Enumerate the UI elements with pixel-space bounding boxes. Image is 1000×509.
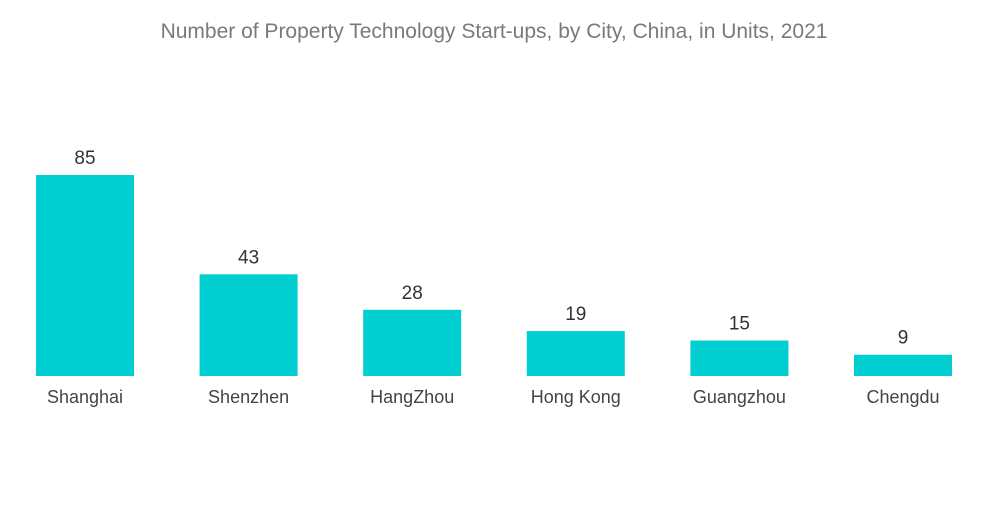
bar-hong-kong [526,331,625,376]
bar-guangzhou [690,340,789,376]
value-label-guangzhou: 15 [729,314,750,335]
bar-chengdu [854,354,952,376]
bar-hangzhou [363,309,462,376]
value-labels-layer: 85 43 28 19 15 9 [74,148,908,349]
category-label-guangzhou: Guangzhou [693,387,786,407]
value-label-chengdu: 9 [898,328,909,349]
value-label-hong-kong: 19 [565,304,586,325]
category-label-shanghai: Shanghai [47,387,123,407]
bar-shenzhen [199,274,298,376]
category-label-chengdu: Chengdu [866,387,939,407]
value-label-hangzhou: 28 [402,283,423,304]
bar-shanghai [36,175,134,376]
category-label-shenzhen: Shenzhen [208,387,289,407]
chart-title: Number of Property Technology Start-ups,… [161,20,828,43]
bars-layer [36,175,952,376]
category-label-hong-kong: Hong Kong [531,387,621,407]
value-label-shenzhen: 43 [238,247,259,268]
category-label-hangzhou: HangZhou [370,387,454,407]
value-label-shanghai: 85 [74,148,95,169]
category-labels-layer: Shanghai Shenzhen HangZhou Hong Kong Guangzh… [47,387,940,407]
